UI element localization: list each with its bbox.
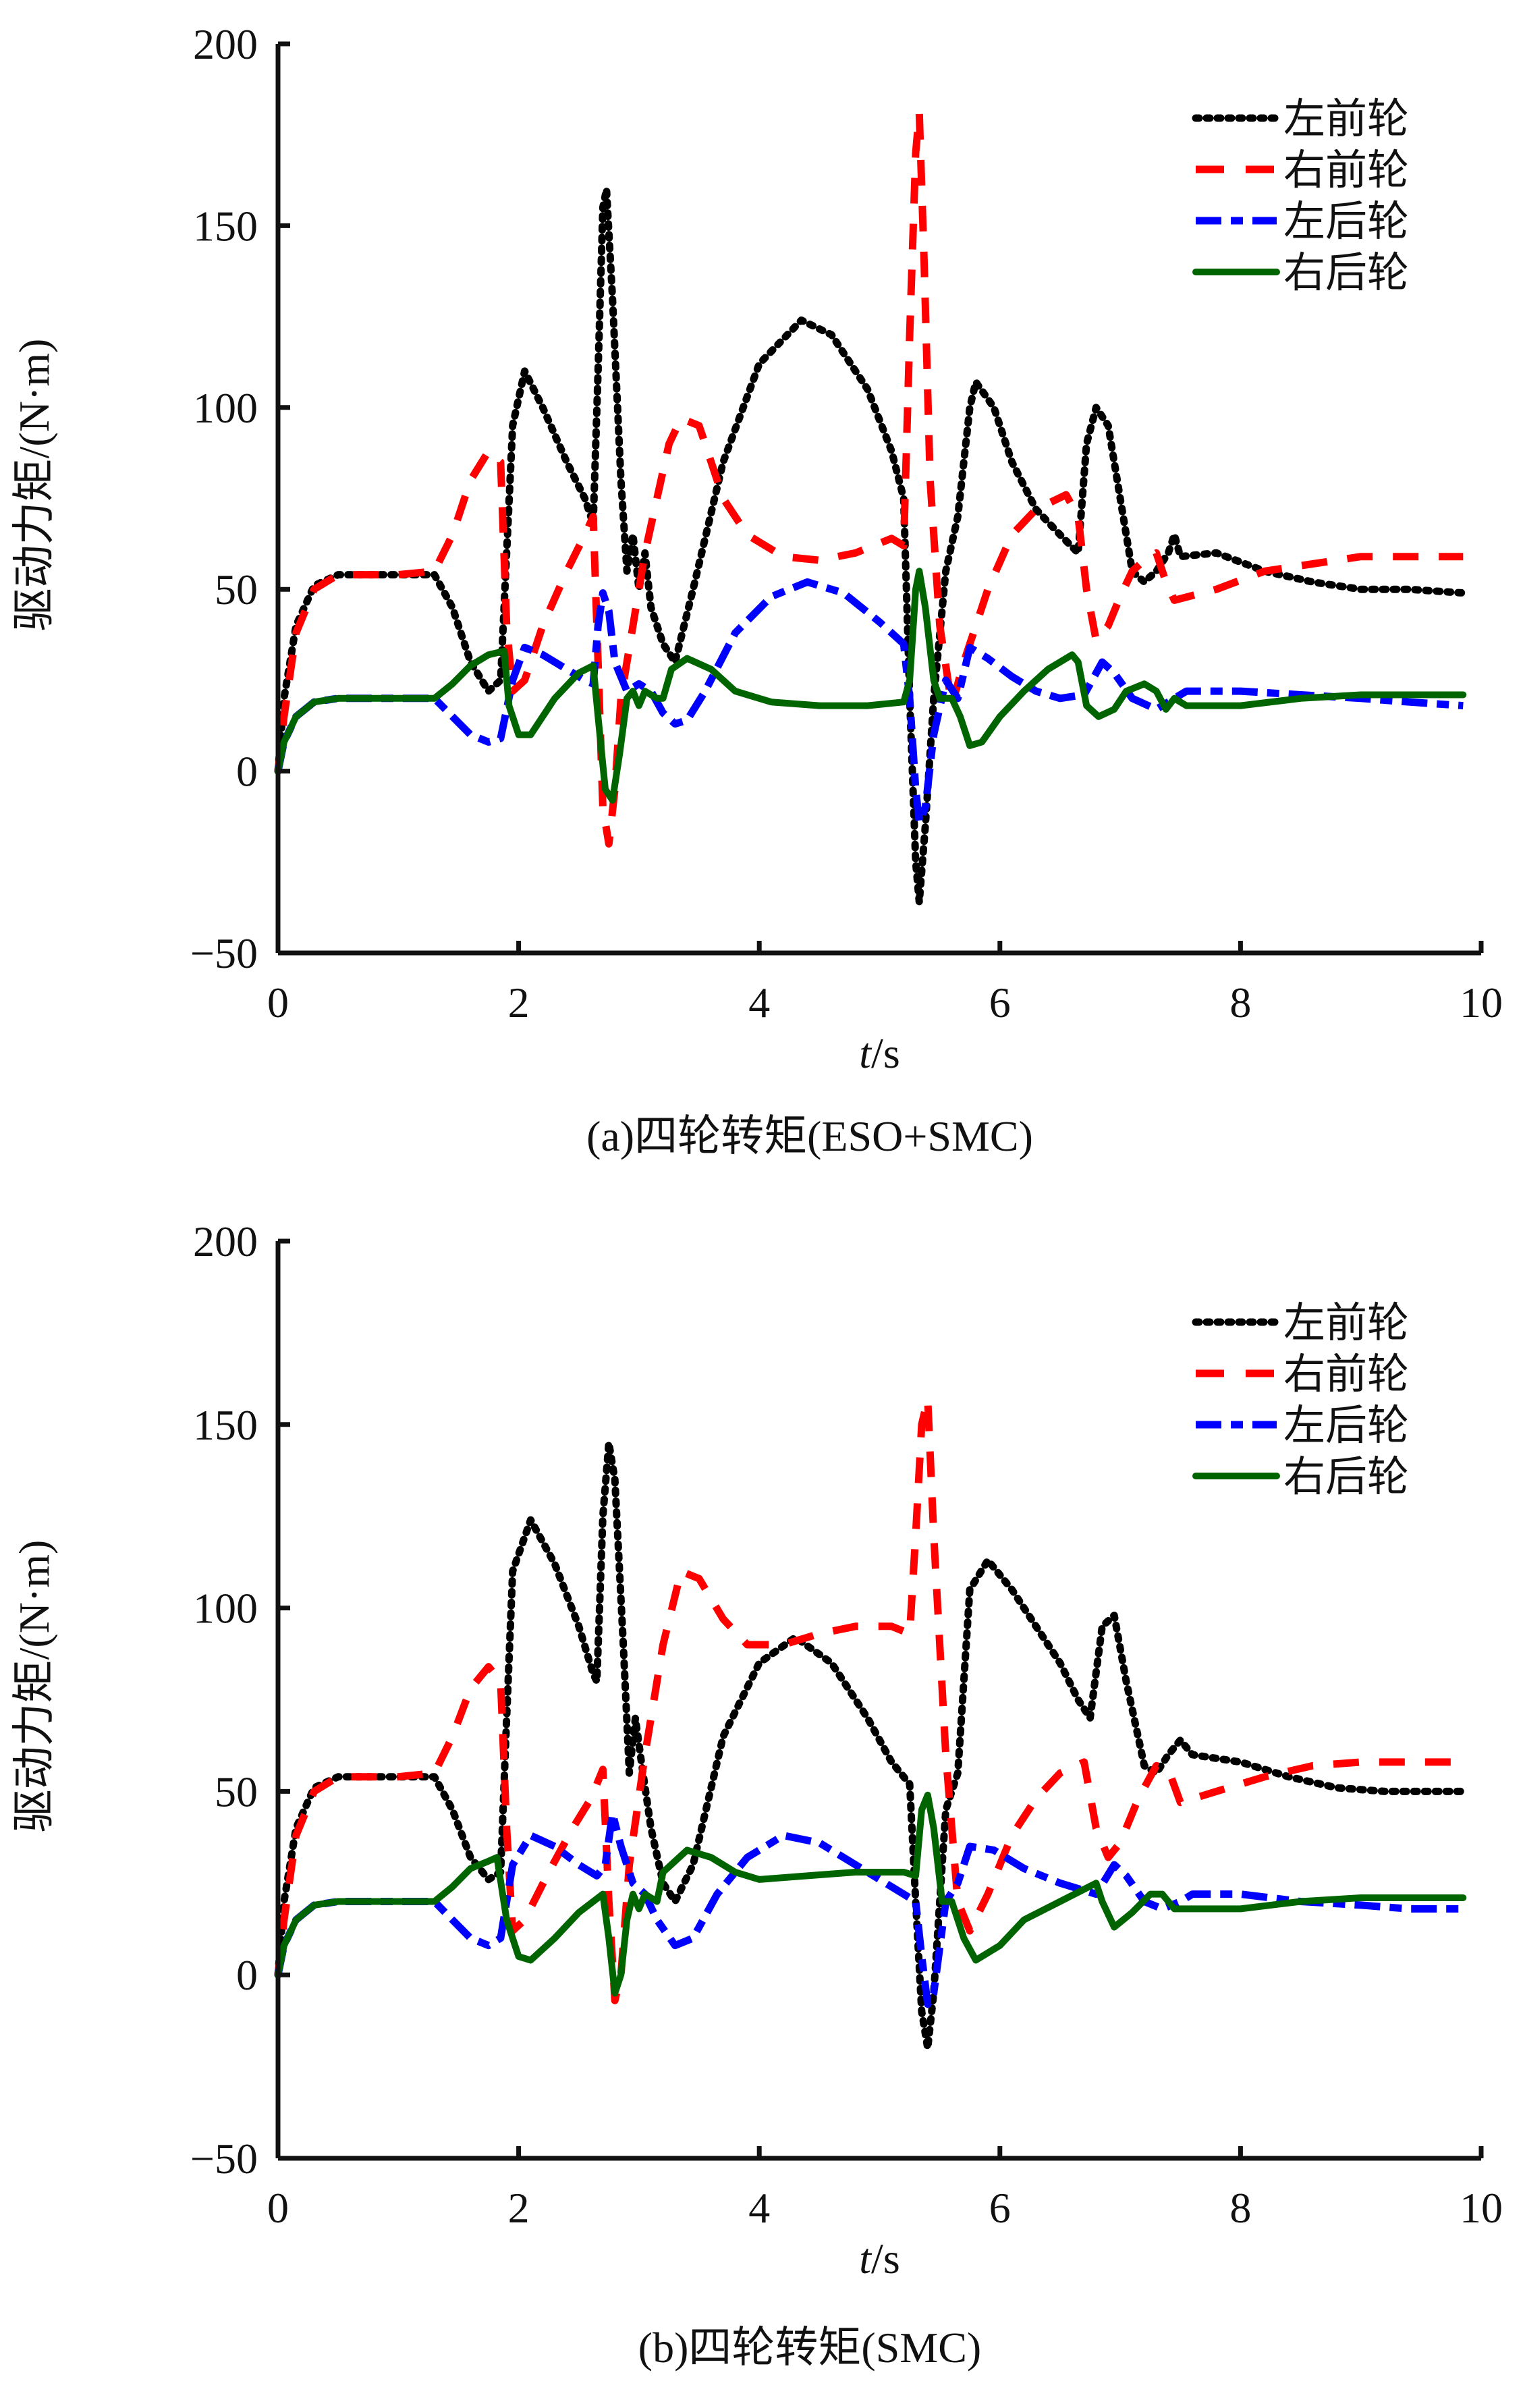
legend-label: 左后轮 <box>1283 196 1409 246</box>
x-tick-label: 10 <box>1460 979 1503 1027</box>
x-tick-label: 8 <box>1229 2184 1251 2232</box>
x-axis-title: t/s <box>859 2235 899 2282</box>
series-group <box>274 1395 1467 2052</box>
y-axis-title: 驱动力矩/(N·m) <box>10 1540 58 1833</box>
y-axis-title: 驱动力矩/(N·m) <box>10 339 58 632</box>
x-tick-label: 0 <box>267 979 289 1027</box>
x-tick-label: 6 <box>989 2184 1011 2232</box>
y-tick-label: 200 <box>193 1217 258 1265</box>
chart-caption: (b)四轮转矩(SMC) <box>638 2324 981 2372</box>
series-line-right-front <box>274 1395 1464 2004</box>
series-line-left-rear <box>274 578 1464 826</box>
legend-label: 右前轮 <box>1283 145 1409 194</box>
legend-label: 右后轮 <box>1283 1452 1409 1501</box>
series-line-left-front <box>274 1439 1467 2052</box>
y-tick-label: −50 <box>190 929 258 977</box>
legend-label: 左后轮 <box>1283 1400 1409 1450</box>
chart-caption: (a)四轮转矩(ESO+SMC) <box>586 1112 1033 1160</box>
x-axis-title: t/s <box>859 1029 899 1077</box>
y-tick-label: 0 <box>236 1951 258 1999</box>
y-tick-label: 100 <box>193 1585 258 1633</box>
y-tick-label: 0 <box>236 748 258 796</box>
x-tick-label: 6 <box>989 979 1011 1027</box>
series-line-right-rear <box>275 568 1467 804</box>
y-tick-label: 150 <box>193 1401 258 1449</box>
legend-label: 右前轮 <box>1283 1349 1409 1398</box>
x-tick-label: 0 <box>267 2184 289 2232</box>
series-line-left-front <box>274 186 1467 906</box>
y-tick-label: 200 <box>193 20 258 68</box>
y-tick-label: 150 <box>193 202 258 250</box>
legend-label: 左前轮 <box>1283 94 1409 143</box>
x-tick-label: 4 <box>748 979 770 1027</box>
x-tick-label: 8 <box>1229 979 1251 1027</box>
series-line-right-front <box>274 109 1464 848</box>
x-tick-label: 2 <box>508 2184 530 2232</box>
series-line-left-rear <box>274 1809 1464 2008</box>
series-line-right-rear <box>275 1791 1467 1997</box>
legend-label: 左前轮 <box>1283 1298 1409 1347</box>
x-tick-label: 4 <box>748 2184 770 2232</box>
y-tick-label: 50 <box>215 566 258 613</box>
series-group <box>274 109 1467 906</box>
legend-label: 右后轮 <box>1283 248 1409 297</box>
y-tick-label: 100 <box>193 384 258 432</box>
x-tick-label: 2 <box>508 979 530 1027</box>
x-tick-label: 10 <box>1460 2184 1503 2232</box>
y-tick-label: −50 <box>190 2135 258 2183</box>
y-tick-label: 50 <box>215 1768 258 1815</box>
